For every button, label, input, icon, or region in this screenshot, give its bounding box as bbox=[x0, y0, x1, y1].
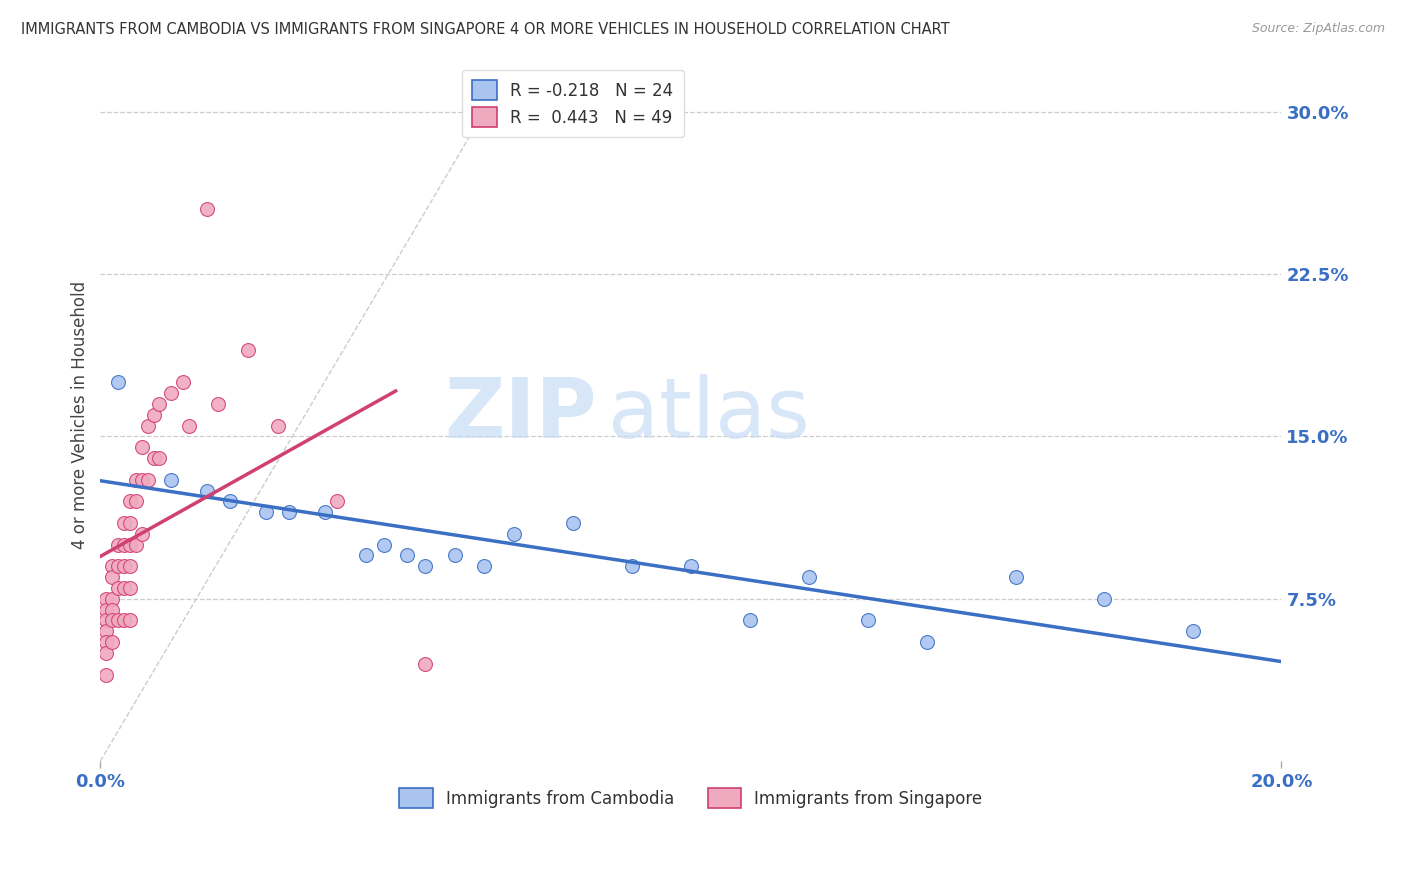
Point bbox=[112, 538, 135, 552]
Point bbox=[413, 559, 436, 574]
Point bbox=[96, 591, 118, 606]
Point bbox=[207, 397, 229, 411]
Point bbox=[131, 473, 153, 487]
Point bbox=[254, 505, 277, 519]
Point bbox=[1004, 570, 1026, 584]
Point bbox=[195, 483, 218, 498]
Point bbox=[96, 667, 118, 681]
Point bbox=[101, 635, 124, 649]
Point bbox=[278, 505, 301, 519]
Point bbox=[101, 591, 124, 606]
Point bbox=[219, 494, 242, 508]
Point bbox=[172, 376, 194, 390]
Point bbox=[118, 559, 141, 574]
Point bbox=[101, 614, 124, 628]
Point bbox=[472, 559, 495, 574]
Point bbox=[118, 581, 141, 595]
Point bbox=[107, 614, 129, 628]
Point bbox=[195, 202, 218, 217]
Point bbox=[142, 451, 165, 466]
Point bbox=[107, 538, 129, 552]
Legend: Immigrants from Cambodia, Immigrants from Singapore: Immigrants from Cambodia, Immigrants fro… bbox=[392, 781, 988, 815]
Point bbox=[96, 646, 118, 660]
Point bbox=[160, 386, 183, 401]
Point bbox=[561, 516, 583, 530]
Point bbox=[96, 635, 118, 649]
Point bbox=[131, 440, 153, 454]
Text: Source: ZipAtlas.com: Source: ZipAtlas.com bbox=[1251, 22, 1385, 36]
Point bbox=[738, 614, 761, 628]
Point bbox=[856, 614, 879, 628]
Point bbox=[236, 343, 259, 357]
Text: ZIP: ZIP bbox=[444, 375, 596, 455]
Point bbox=[443, 549, 465, 563]
Text: atlas: atlas bbox=[609, 375, 810, 455]
Point bbox=[354, 549, 377, 563]
Point bbox=[314, 505, 336, 519]
Point bbox=[1181, 624, 1204, 639]
Point bbox=[101, 602, 124, 616]
Point bbox=[96, 624, 118, 639]
Point bbox=[266, 418, 288, 433]
Point bbox=[396, 549, 419, 563]
Y-axis label: 4 or more Vehicles in Household: 4 or more Vehicles in Household bbox=[72, 281, 89, 549]
Point bbox=[125, 494, 148, 508]
Point bbox=[373, 538, 395, 552]
Point bbox=[112, 614, 135, 628]
Point bbox=[96, 614, 118, 628]
Point bbox=[177, 418, 200, 433]
Point bbox=[620, 559, 643, 574]
Point bbox=[112, 559, 135, 574]
Point bbox=[118, 516, 141, 530]
Point bbox=[413, 657, 436, 671]
Point bbox=[679, 559, 702, 574]
Point bbox=[118, 614, 141, 628]
Point bbox=[797, 570, 820, 584]
Point bbox=[915, 635, 938, 649]
Point bbox=[125, 473, 148, 487]
Point bbox=[136, 473, 159, 487]
Point bbox=[112, 516, 135, 530]
Point bbox=[101, 559, 124, 574]
Point bbox=[101, 570, 124, 584]
Point bbox=[112, 581, 135, 595]
Point bbox=[1092, 591, 1115, 606]
Point bbox=[107, 559, 129, 574]
Point bbox=[148, 451, 170, 466]
Point bbox=[107, 376, 129, 390]
Point bbox=[118, 494, 141, 508]
Point bbox=[118, 538, 141, 552]
Point bbox=[131, 526, 153, 541]
Point bbox=[96, 602, 118, 616]
Point bbox=[142, 408, 165, 422]
Text: IMMIGRANTS FROM CAMBODIA VS IMMIGRANTS FROM SINGAPORE 4 OR MORE VEHICLES IN HOUS: IMMIGRANTS FROM CAMBODIA VS IMMIGRANTS F… bbox=[21, 22, 949, 37]
Point bbox=[125, 538, 148, 552]
Point bbox=[107, 581, 129, 595]
Point bbox=[502, 526, 524, 541]
Point bbox=[136, 418, 159, 433]
Point bbox=[160, 473, 183, 487]
Point bbox=[325, 494, 347, 508]
Point bbox=[148, 397, 170, 411]
